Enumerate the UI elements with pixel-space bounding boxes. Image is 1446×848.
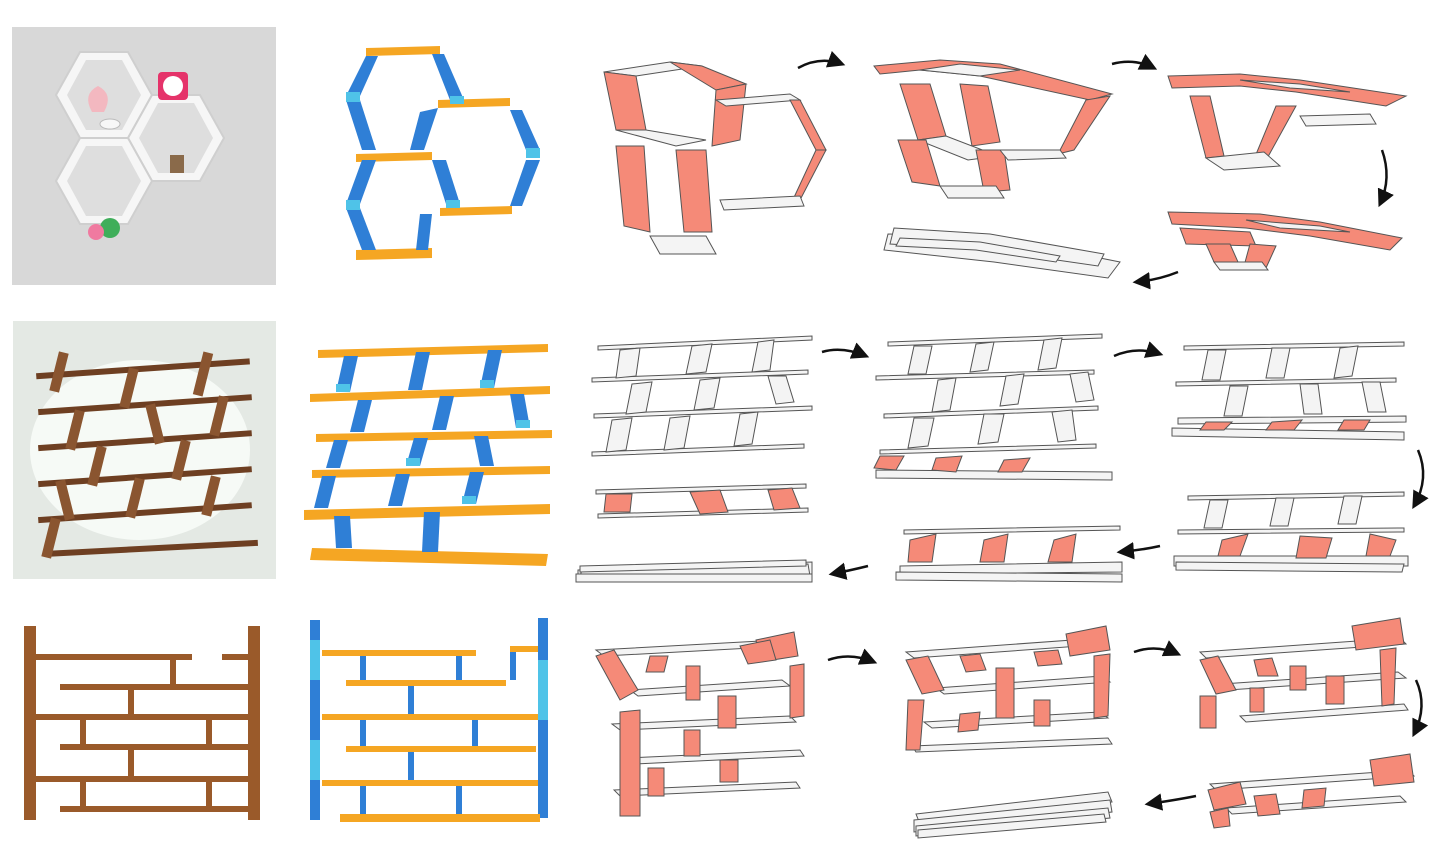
photo-slanted-bookshelf [13, 321, 276, 579]
stage-maze-4 [1207, 753, 1416, 829]
arrow-icon [1412, 449, 1429, 510]
arrow-icon [1144, 793, 1197, 811]
stage-slanted-4 [1173, 491, 1409, 573]
stage-slanted-1 [577, 335, 813, 579]
arrow-icon [821, 342, 870, 359]
arrow-icon [1377, 149, 1394, 208]
arrow-icon [827, 648, 878, 665]
arrow-icon [797, 50, 846, 70]
arrow-icon [1133, 640, 1182, 657]
row-hexagon-shelf [12, 27, 1408, 290]
stage-maze-2 [904, 625, 1113, 753]
photo-hexagon-shelf [12, 27, 276, 285]
stage-hexagon-4 [1167, 211, 1404, 271]
stage-hexagon-5 [883, 227, 1121, 279]
stage-slanted-6 [575, 559, 813, 583]
teapot-icon [88, 86, 108, 112]
arrow-icon [1111, 53, 1158, 70]
stage-maze-5 [913, 791, 1113, 839]
stage-hexagon-3 [1167, 73, 1408, 171]
stage-slanted-5 [895, 525, 1123, 583]
model-hexagon-shelf [346, 46, 540, 260]
arrow-icon [828, 562, 869, 580]
stage-slanted-2 [873, 333, 1113, 481]
stage-hexagon-2 [873, 59, 1114, 199]
model-maze-bookshelf [310, 618, 548, 822]
stage-maze-1 [594, 631, 805, 817]
chair-figurine-icon [170, 155, 184, 173]
arrow-icon [1132, 270, 1179, 290]
doll-figurine-icon [100, 218, 120, 238]
stage-maze-3 [1198, 617, 1409, 729]
arrow-icon [1412, 679, 1429, 738]
model-slanted-bookshelf [304, 344, 552, 566]
arrow-icon [1113, 341, 1164, 358]
row-maze-bookshelf [13, 617, 1429, 839]
photo-maze-bookshelf [13, 620, 276, 830]
row-slanted-bookshelf [13, 321, 1429, 583]
stage-slanted-3 [1171, 341, 1407, 441]
stage-hexagon-1 [603, 61, 827, 255]
arrow-icon [1116, 542, 1161, 560]
